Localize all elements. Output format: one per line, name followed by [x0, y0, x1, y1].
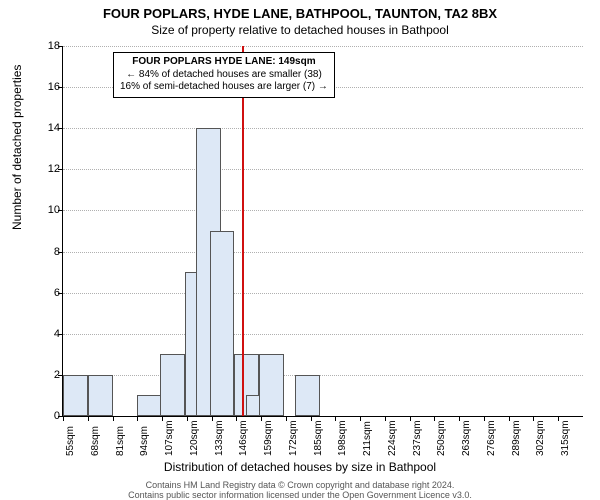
histogram-bar — [160, 354, 185, 416]
xtick-label: 315sqm — [560, 420, 571, 456]
reference-line — [242, 46, 244, 416]
xtick-mark — [484, 416, 485, 421]
xtick-label: 68sqm — [90, 426, 101, 456]
xtick-label: 276sqm — [486, 420, 497, 456]
gridline — [63, 252, 583, 253]
xtick-label: 198sqm — [337, 420, 348, 456]
footer-line2: Contains public sector information licen… — [128, 490, 472, 500]
xtick-mark — [187, 416, 188, 421]
annotation-line1: FOUR POPLARS HYDE LANE: 149sqm — [120, 56, 328, 69]
footer-text: Contains HM Land Registry data © Crown c… — [0, 480, 600, 500]
xtick-label: 55sqm — [65, 426, 76, 456]
footer-line1: Contains HM Land Registry data © Crown c… — [146, 480, 455, 490]
xtick-label: 211sqm — [362, 421, 373, 456]
xtick-mark — [385, 416, 386, 421]
xtick-label: 133sqm — [214, 420, 225, 456]
xtick-label: 94sqm — [139, 426, 150, 456]
annotation-line2: ← 84% of detached houses are smaller (38… — [120, 69, 328, 82]
annotation-line3: 16% of semi-detached houses are larger (… — [120, 81, 328, 94]
ytick-label: 4 — [35, 328, 60, 340]
xtick-label: 172sqm — [288, 420, 299, 456]
ytick-label: 8 — [35, 246, 60, 258]
histogram-bar — [137, 395, 162, 416]
xtick-label: 224sqm — [387, 420, 398, 456]
xtick-mark — [212, 416, 213, 421]
ytick-label: 18 — [35, 40, 60, 52]
xtick-label: 185sqm — [313, 420, 324, 456]
xtick-mark — [410, 416, 411, 421]
xtick-mark — [88, 416, 89, 421]
gridline — [63, 128, 583, 129]
histogram-bar — [259, 354, 284, 416]
xtick-mark — [137, 416, 138, 421]
ytick-label: 10 — [35, 204, 60, 216]
gridline — [63, 334, 583, 335]
gridline — [63, 375, 583, 376]
annotation-box: FOUR POPLARS HYDE LANE: 149sqm ← 84% of … — [113, 52, 335, 98]
y-axis-label: Number of detached properties — [10, 65, 24, 230]
xtick-label: 250sqm — [436, 420, 447, 456]
ytick-label: 6 — [35, 287, 60, 299]
ytick-label: 2 — [35, 369, 60, 381]
gridline — [63, 210, 583, 211]
ytick-label: 14 — [35, 122, 60, 134]
xtick-label: 120sqm — [189, 420, 200, 456]
xtick-label: 146sqm — [238, 420, 249, 456]
xtick-mark — [113, 416, 114, 421]
xtick-mark — [509, 416, 510, 421]
chart-title-sub: Size of property relative to detached ho… — [0, 21, 600, 37]
xtick-mark — [360, 416, 361, 421]
ytick-label: 16 — [35, 81, 60, 93]
x-axis-label: Distribution of detached houses by size … — [0, 460, 600, 474]
xtick-label: 237sqm — [412, 420, 423, 456]
xtick-label: 159sqm — [263, 420, 274, 456]
xtick-label: 107sqm — [164, 420, 175, 456]
gridline — [63, 293, 583, 294]
xtick-mark — [261, 416, 262, 421]
chart-title-main: FOUR POPLARS, HYDE LANE, BATHPOOL, TAUNT… — [0, 0, 600, 21]
chart-container: FOUR POPLARS, HYDE LANE, BATHPOOL, TAUNT… — [0, 0, 600, 500]
gridline — [63, 169, 583, 170]
plot-area: FOUR POPLARS HYDE LANE: 149sqm ← 84% of … — [62, 46, 583, 417]
histogram-bar — [63, 375, 88, 416]
xtick-label: 81sqm — [115, 426, 126, 456]
xtick-mark — [63, 416, 64, 421]
xtick-label: 289sqm — [511, 420, 522, 456]
xtick-label: 263sqm — [461, 420, 472, 456]
xtick-mark — [286, 416, 287, 421]
ytick-label: 12 — [35, 163, 60, 175]
histogram-bar — [295, 375, 320, 416]
xtick-label: 302sqm — [535, 420, 546, 456]
xtick-mark — [311, 416, 312, 421]
xtick-mark — [162, 416, 163, 421]
gridline — [63, 46, 583, 47]
ytick-label: 0 — [35, 410, 60, 422]
histogram-bar — [210, 231, 235, 416]
histogram-bar — [88, 375, 113, 416]
